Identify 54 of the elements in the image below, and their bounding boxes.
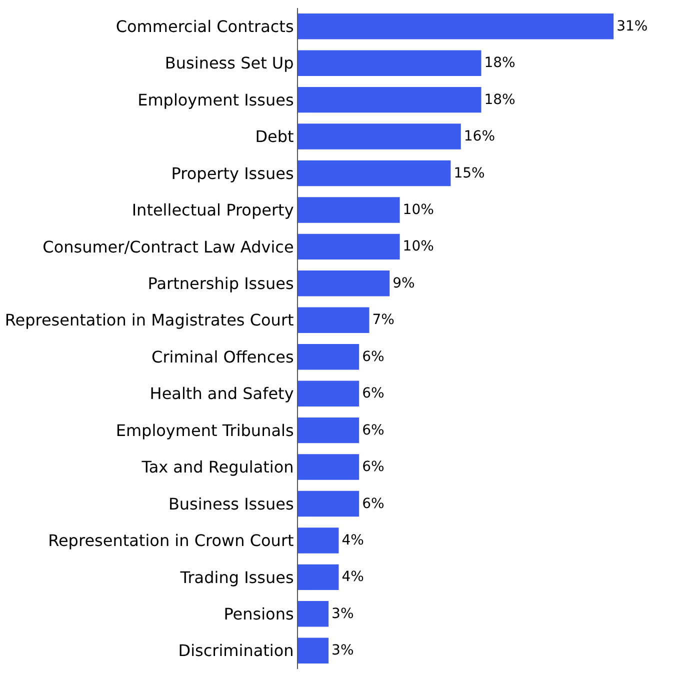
bar (298, 490, 360, 517)
data-label: 6% (362, 348, 384, 365)
y-tick-label: Consumer/Contract Law Advice (42, 237, 294, 256)
bar (298, 270, 390, 296)
bar (298, 197, 400, 223)
y-tick-label: Partnership Issues (148, 274, 294, 294)
data-label: 18% (484, 55, 516, 72)
y-tick-label: Employment Issues (138, 90, 294, 110)
bar (298, 344, 360, 370)
data-label: 4% (342, 532, 364, 548)
data-label: 7% (372, 312, 394, 328)
y-tick-label: Employment Tribunals (116, 420, 294, 440)
bar (298, 528, 339, 554)
bar (298, 307, 370, 333)
y-tick-label: Pensions (224, 604, 294, 624)
y-tick-label: Health and Safety (150, 384, 294, 404)
data-label: 10% (402, 238, 434, 255)
y-tick-label: Intellectual Property (132, 200, 294, 220)
data-label: 10% (402, 202, 434, 218)
data-label: 6% (362, 496, 384, 512)
data-label: 4% (342, 569, 364, 586)
bar (298, 417, 360, 444)
bar (298, 601, 329, 627)
bar (298, 124, 461, 150)
y-tick-label: Commercial Contracts (116, 16, 294, 36)
bar (298, 160, 451, 186)
data-label: 3% (332, 642, 354, 659)
data-label: 16% (464, 128, 496, 145)
data-label: 6% (362, 386, 384, 402)
y-tick-label: Criminal Offences (152, 347, 294, 366)
data-label: 31% (616, 18, 648, 34)
bar (298, 86, 482, 113)
bar (298, 50, 482, 76)
bar (298, 454, 360, 480)
y-tick-label: Business Set Up (164, 54, 294, 73)
data-label: 6% (362, 459, 384, 476)
bar (298, 234, 400, 260)
bar (298, 14, 614, 40)
y-tick-label: Discrimination (178, 641, 294, 660)
bar (298, 638, 329, 664)
y-tick-label: Trading Issues (179, 568, 294, 587)
y-tick-label: Representation in Crown Court (48, 531, 294, 550)
data-label: 15% (454, 165, 485, 182)
data-label: 9% (392, 275, 415, 292)
bar (298, 564, 339, 590)
y-tick-label: Debt (255, 127, 294, 146)
y-tick-label: Tax and Regulation (140, 458, 294, 477)
data-label: 6% (362, 422, 384, 438)
y-tick-label: Business Issues (168, 494, 294, 514)
y-tick-label: Property Issues (171, 164, 294, 183)
data-label: 3% (332, 606, 354, 622)
y-tick-label: Representation in Magistrates Court (4, 310, 294, 330)
data-label: 18% (484, 92, 516, 108)
bar (298, 380, 360, 406)
